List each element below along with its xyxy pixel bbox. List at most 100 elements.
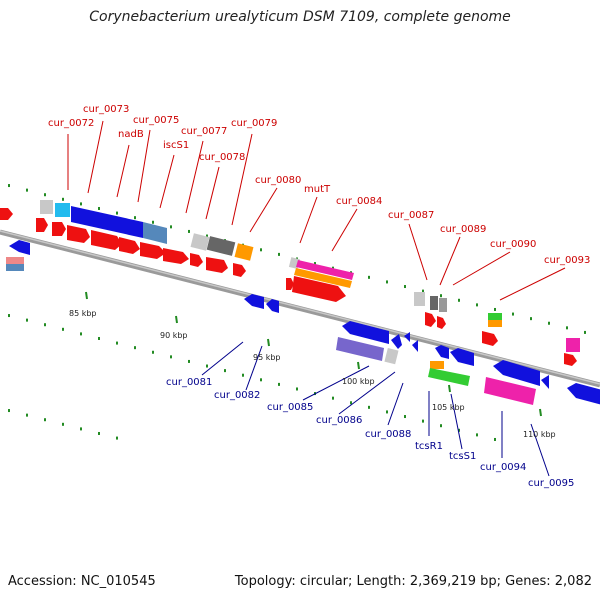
gene-orange <box>430 361 444 369</box>
guide-dot <box>278 252 280 256</box>
gene-red-small <box>52 222 66 236</box>
gene-label: cur_0094 <box>480 462 526 473</box>
gene-red-small <box>36 218 48 232</box>
gene-red-forward <box>292 276 346 302</box>
leader-lines-lower <box>201 341 550 477</box>
guide-dot <box>476 303 478 307</box>
gene-red-small <box>233 263 246 277</box>
guide-dot <box>134 216 136 220</box>
gene-label: cur_0082 <box>214 390 260 401</box>
tick-label: 110 kbp <box>523 430 556 439</box>
tick-label: 100 kbp <box>342 377 375 386</box>
guide-dot <box>26 318 28 322</box>
guide-dot <box>170 355 172 359</box>
guide-dot <box>512 312 514 316</box>
tick-mark <box>448 384 451 393</box>
guide-dot <box>116 341 118 345</box>
gene-label: cur_0095 <box>528 478 574 489</box>
guide-dot <box>80 332 82 336</box>
guide-dot <box>206 234 208 238</box>
gene-features <box>0 200 600 405</box>
gene-red-small <box>564 353 577 366</box>
gene-gray <box>439 298 447 312</box>
guide-dot <box>8 184 10 188</box>
gene-red-forward <box>482 331 498 346</box>
guide-dot <box>386 410 388 414</box>
gene-label: cur_0075 <box>133 115 179 126</box>
leader-lines-upper <box>67 120 566 301</box>
guide-dot <box>368 405 370 409</box>
gene-dimgray <box>430 296 438 310</box>
gene-label: cur_0085 <box>267 402 313 413</box>
guide-dot <box>62 197 64 201</box>
gene-steelblue <box>143 222 167 244</box>
accession-text: Accession: NC_010545 <box>8 574 156 589</box>
guide-dot <box>458 298 460 302</box>
gene-red-forward <box>0 208 13 220</box>
guide-dot <box>170 225 172 229</box>
tick-label: 95 kbp <box>253 353 281 362</box>
gene-orange-bar <box>294 268 352 288</box>
gene-blue-reverse <box>266 299 279 313</box>
gene-red-forward <box>119 237 140 254</box>
guide-dot <box>26 413 28 417</box>
gene-red-small <box>437 316 446 329</box>
guide-dot <box>98 431 100 435</box>
gene-blue-reverse <box>450 348 474 366</box>
gene-label: cur_0080 <box>255 175 301 186</box>
gene-label: cur_0084 <box>336 196 382 207</box>
guide-dot <box>8 409 10 413</box>
tick-label: 90 kbp <box>160 331 188 340</box>
gene-label: mutT <box>304 184 331 195</box>
guide-dot <box>242 373 244 377</box>
gene-label: tcsR1 <box>415 441 443 452</box>
gene-gray <box>190 233 210 251</box>
guide-dot <box>188 229 190 233</box>
gene-red-small <box>425 312 436 327</box>
gene-gray <box>414 292 425 306</box>
gene-blue-small <box>404 332 410 342</box>
guide-dot <box>62 327 64 331</box>
gene-blue-reverse <box>9 240 30 255</box>
gene-red-forward <box>206 257 228 273</box>
genome-summary-text: Topology: circular; Length: 2,369,219 bp… <box>234 574 592 589</box>
gene-blue-small <box>412 340 418 352</box>
guide-dot <box>584 330 586 334</box>
gene-red-forward <box>140 242 166 259</box>
guide-dot <box>98 336 100 340</box>
kbp-ticks: 85 kbp 90 kbp 95 kbp 100 kbp 105 kbp 110… <box>69 291 556 439</box>
gene-label: cur_0078 <box>199 152 245 163</box>
guide-dot <box>80 202 82 206</box>
gene-label: cur_0089 <box>440 224 486 235</box>
gene-label: cur_0086 <box>316 415 362 426</box>
gene-magenta <box>296 260 354 280</box>
guide-dot <box>368 275 370 279</box>
guide-dot <box>404 415 406 419</box>
guide-dot <box>404 285 406 289</box>
gene-dimgray <box>206 236 236 256</box>
gene-label: iscS1 <box>163 140 189 151</box>
guide-dot <box>566 326 568 330</box>
guide-dot <box>494 307 496 311</box>
guide-dot <box>116 211 118 215</box>
tick-mark <box>539 408 542 417</box>
gene-red-small <box>286 278 294 290</box>
gene-gray <box>40 200 53 214</box>
gene-blue-reverse <box>244 294 264 309</box>
upper-gene-labels: cur_0072 cur_0073 nadB cur_0075 iscS1 cu… <box>48 104 590 266</box>
guide-dot <box>188 359 190 363</box>
guide-dot <box>80 427 82 431</box>
gene-slateblue <box>336 337 384 361</box>
gene-magenta <box>484 377 536 405</box>
gene-steelblue <box>6 264 24 271</box>
gene-red-forward <box>91 230 122 250</box>
guide-dot <box>116 436 118 440</box>
guide-dot <box>152 220 154 224</box>
guide-dot <box>152 350 154 354</box>
gene-blue-reverse <box>435 345 449 359</box>
gene-label: cur_0093 <box>544 255 590 266</box>
gene-gray <box>384 347 399 365</box>
gene-green <box>488 313 502 320</box>
gene-red-small <box>190 253 203 267</box>
guide-dot <box>44 323 46 327</box>
